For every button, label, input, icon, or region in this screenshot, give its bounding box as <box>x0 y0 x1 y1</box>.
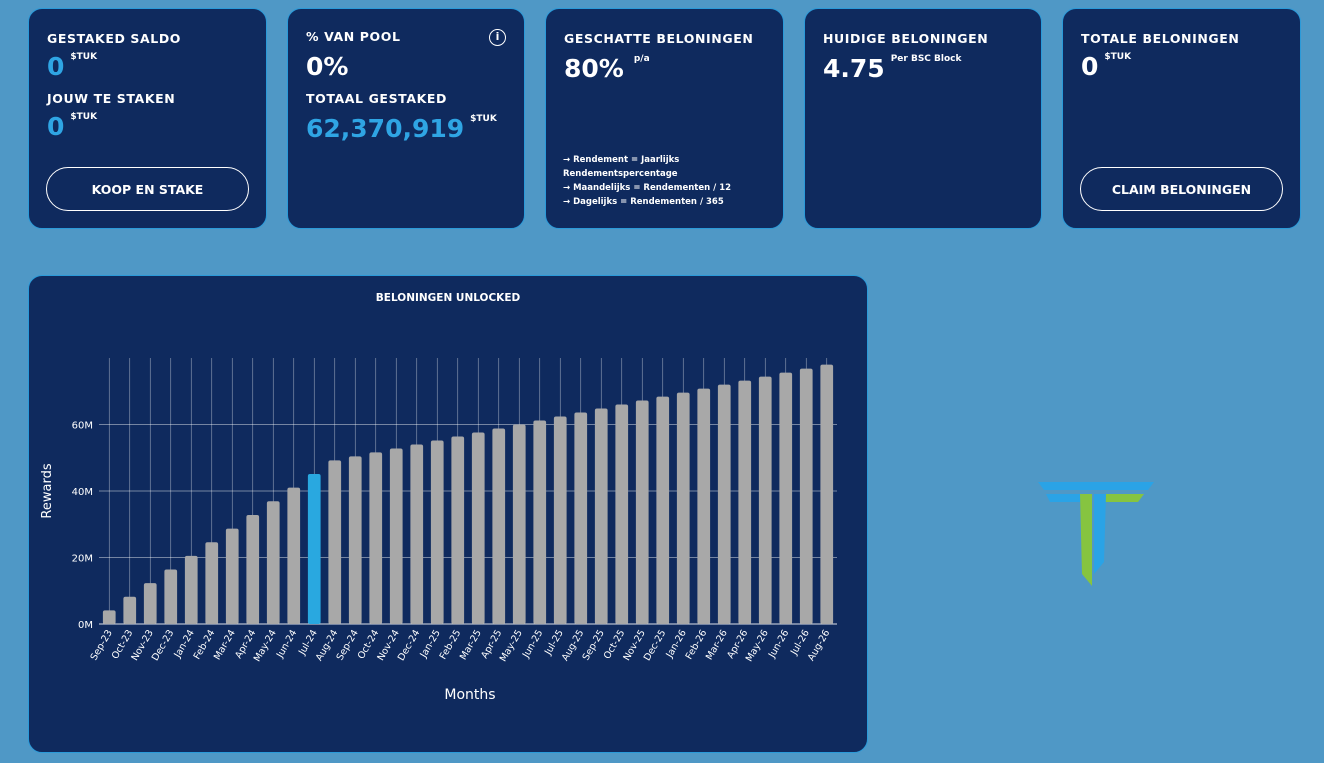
rewards-unlocked-chart-card: BELONINGEN UNLOCKED 0M 20M 40M 60M Sep-23 Oct… <box>28 275 868 753</box>
y-tick-label: 0M <box>78 620 93 631</box>
estimated-rewards-unit: p/a <box>633 54 650 64</box>
bar-Feb-25[interactable] <box>451 436 465 624</box>
x-tick-label: Jun-25 <box>520 628 545 661</box>
pool-share-card: % VAN POOL i 0% TOTAAL GESTAKED 62,370,9… <box>287 8 525 229</box>
total-staked-unit: $TUK <box>470 114 497 124</box>
bar-Jul-26[interactable] <box>799 368 813 624</box>
x-axis-label: Months <box>444 687 495 703</box>
y-tick-label: 20M <box>72 554 93 565</box>
bar-Aug-26[interactable] <box>820 364 834 624</box>
y-tick-label: 60M <box>72 421 93 432</box>
bar-Dec-24[interactable] <box>410 444 424 624</box>
estimated-rewards-card: GESCHATTE BELONINGEN 80% p/a → Rendement … <box>545 8 784 229</box>
bar-Nov-24[interactable] <box>389 448 403 624</box>
logo-left-wing <box>1046 494 1086 502</box>
bar-Jun-25[interactable] <box>533 420 547 624</box>
y-axis-label: Rewards <box>40 463 55 518</box>
bar-Sep-23[interactable] <box>102 610 116 624</box>
yield-note: → Maandelijks = Rendementen / 12 <box>563 183 732 193</box>
bar-Dec-23[interactable] <box>164 569 178 624</box>
total-rewards-value: 0 <box>1081 52 1099 81</box>
bar-May-26[interactable] <box>758 376 772 624</box>
bar-Mar-25[interactable] <box>471 432 485 624</box>
to-stake-value: 0 <box>47 112 65 141</box>
total-rewards-label: TOTALE BELONINGEN <box>1081 31 1240 46</box>
total-staked-value: 62,370,919 <box>306 114 465 143</box>
staked-balance-label: GESTAKED SALDO <box>47 31 182 46</box>
estimated-rewards-row: 80% p/a <box>564 54 765 83</box>
bar-Sep-24[interactable] <box>348 456 362 624</box>
pool-share-label: % VAN POOL <box>306 29 401 44</box>
to-stake-label: JOUW TE STAKEN <box>47 91 176 106</box>
bar-Aug-25[interactable] <box>574 412 588 624</box>
yield-note: → Dagelijks = Rendementen / 365 <box>563 197 724 207</box>
estimated-rewards-label: GESCHATTE BELONINGEN <box>564 31 754 46</box>
bar-Nov-23[interactable] <box>143 583 157 624</box>
current-rewards-card: HUIDIGE BELONINGEN 4.75 Per BSC Block <box>804 8 1042 229</box>
pool-share-row: 0% <box>306 54 506 79</box>
current-rewards-row: 4.75 Per BSC Block <box>823 54 1023 83</box>
bar-May-24[interactable] <box>266 501 280 624</box>
logo-right-wing <box>1098 494 1144 502</box>
buy-and-stake-button[interactable]: KOOP EN STAKE <box>46 167 249 211</box>
total-staked-label: TOTAAL GESTAKED <box>306 91 448 106</box>
staked-balance-row: 0 $TUK <box>47 52 248 81</box>
to-stake-row: 0 $TUK <box>47 112 248 141</box>
bar-May-25[interactable] <box>512 424 526 625</box>
info-icon[interactable]: i <box>489 29 506 46</box>
bar-Oct-23[interactable] <box>123 596 137 624</box>
bar-Apr-26[interactable] <box>738 380 752 624</box>
claim-rewards-button[interactable]: CLAIM BELONINGEN <box>1080 167 1283 211</box>
bar-Nov-25[interactable] <box>635 400 649 624</box>
current-rewards-label: HUIDIGE BELONINGEN <box>823 31 989 46</box>
total-staked-row: 62,370,919 $TUK <box>306 114 506 143</box>
logo-top-bar <box>1038 482 1154 490</box>
tuk-logo <box>1038 482 1154 586</box>
bar-Jul-24[interactable] <box>307 474 321 624</box>
bar-Jan-24[interactable] <box>184 555 198 624</box>
bar-Feb-24[interactable] <box>205 542 219 624</box>
x-tick-label: Jun-24 <box>274 628 299 661</box>
to-stake-unit: $TUK <box>70 112 98 122</box>
bar-Jan-25[interactable] <box>430 440 444 624</box>
bar-Jun-26[interactable] <box>779 372 793 624</box>
pool-share-value: 0% <box>306 52 349 81</box>
current-rewards-value: 4.75 <box>823 54 885 83</box>
total-rewards-row: 0 $TUK <box>1081 52 1282 81</box>
total-rewards-unit: $TUK <box>1104 52 1132 62</box>
yield-note: → Rendement = Jaarlijks Rendementspercen… <box>563 155 680 179</box>
logo-stem-left <box>1080 494 1092 586</box>
x-tick-label: Jun-26 <box>766 628 791 661</box>
chart-title: BELONINGEN UNLOCKED <box>376 292 521 304</box>
bar-Jul-25[interactable] <box>553 416 567 624</box>
bar-Oct-24[interactable] <box>369 452 383 624</box>
bar-Sep-25[interactable] <box>594 408 608 624</box>
rewards-unlocked-chart: BELONINGEN UNLOCKED 0M20M40M60MSep-23Oct… <box>40 292 837 703</box>
bar-Jan-26[interactable] <box>676 392 690 624</box>
staked-balance-value: 0 <box>47 52 65 81</box>
current-rewards-unit: Per BSC Block <box>890 54 962 64</box>
staked-balance-unit: $TUK <box>70 52 98 62</box>
bar-Jun-24[interactable] <box>287 487 301 624</box>
bar-Mar-24[interactable] <box>225 528 239 624</box>
bar-Apr-24[interactable] <box>246 514 260 624</box>
estimated-rewards-value: 80% <box>564 54 624 83</box>
bar-Mar-26[interactable] <box>717 384 731 624</box>
bar-Feb-26[interactable] <box>697 388 711 624</box>
bar-Dec-25[interactable] <box>656 396 670 624</box>
yield-notes: → Rendement = Jaarlijks Rendementspercen… <box>563 153 733 209</box>
logo-stem-right <box>1094 494 1106 574</box>
staked-balance-card: GESTAKED SALDO 0 $TUK JOUW TE STAKEN 0 $TU… <box>28 8 267 229</box>
bar-Aug-24[interactable] <box>328 460 342 624</box>
bar-Oct-25[interactable] <box>615 404 629 624</box>
bar-Apr-25[interactable] <box>492 428 506 624</box>
total-rewards-card: TOTALE BELONINGEN 0 $TUK CLAIM BELONINGEN <box>1062 8 1301 229</box>
y-tick-label: 40M <box>72 487 93 498</box>
